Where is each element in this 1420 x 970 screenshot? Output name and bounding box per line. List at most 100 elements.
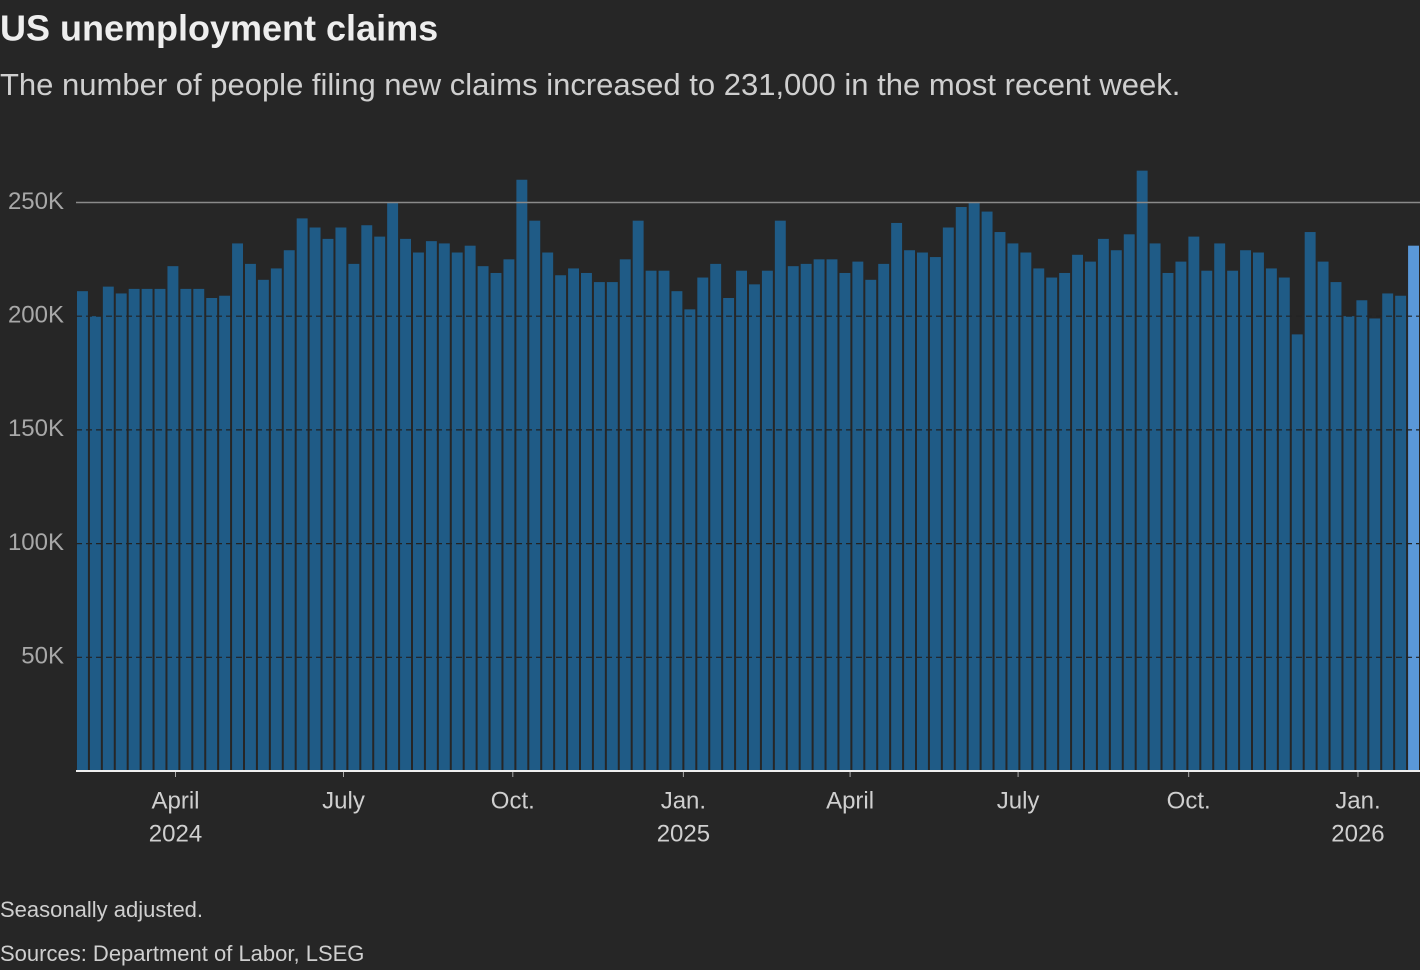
bar: [878, 263, 890, 771]
x-tick-label: Oct.: [1167, 787, 1211, 814]
bar: [710, 263, 722, 771]
bar: [749, 284, 760, 771]
bar: [296, 218, 308, 771]
bar: [1175, 261, 1187, 771]
bar: [529, 220, 541, 771]
bar: [1072, 254, 1083, 772]
bar: [865, 279, 877, 771]
x-year-label: 2026: [1331, 820, 1384, 847]
bar: [658, 270, 670, 771]
bar: [852, 261, 864, 771]
bar: [1123, 234, 1135, 772]
x-tick-label: July: [322, 787, 365, 814]
bar: [723, 297, 735, 771]
bar: [697, 277, 709, 771]
bar: [555, 275, 567, 771]
bar: [503, 259, 515, 771]
bar: [193, 288, 205, 771]
bar: [1188, 236, 1200, 771]
bar: [839, 272, 851, 771]
bar: [1408, 245, 1419, 771]
bar: [77, 291, 88, 771]
bar: [917, 252, 928, 771]
bar: [955, 207, 967, 771]
bar: [1162, 272, 1174, 771]
bar: [684, 309, 696, 771]
bar: [1330, 282, 1342, 771]
note: Seasonally adjusted.: [0, 897, 203, 922]
bar: [425, 241, 437, 771]
bar: [374, 236, 386, 771]
y-tick-label: 200K: [8, 302, 64, 329]
bar: [736, 270, 747, 771]
bar: [1136, 170, 1148, 772]
bar: [477, 266, 489, 771]
bar: [981, 211, 993, 772]
bar: [1253, 252, 1264, 771]
bar: [1007, 243, 1019, 772]
bar: [632, 220, 644, 771]
bar: [206, 297, 218, 771]
bar: [645, 270, 657, 771]
y-tick-label: 50K: [21, 643, 64, 670]
chart-subtitle: The number of people filing new claims i…: [0, 67, 1180, 102]
source: Sources: Department of Labor, LSEG: [0, 941, 364, 966]
bar: [232, 243, 243, 772]
bar: [568, 268, 579, 771]
bar: [1278, 277, 1290, 771]
bar: [1369, 318, 1381, 771]
x-year-label: 2024: [149, 820, 202, 847]
bar: [1149, 243, 1161, 772]
bar: [1291, 334, 1303, 771]
x-tick-label: July: [997, 787, 1040, 814]
bar: [154, 288, 166, 771]
bar: [167, 266, 179, 771]
x-tick-label: April: [826, 787, 874, 814]
bar: [581, 272, 592, 771]
bar: [270, 268, 282, 771]
bar: [1227, 270, 1239, 771]
bar: [761, 270, 773, 771]
bar: [942, 227, 954, 772]
bar: [826, 259, 838, 771]
bar: [1085, 261, 1096, 771]
bar: [219, 295, 231, 771]
bar: [451, 252, 463, 771]
bar: [593, 282, 605, 771]
bar: [542, 252, 554, 771]
bar: [968, 202, 980, 772]
y-tick-label: 250K: [8, 188, 64, 215]
bar: [904, 250, 915, 771]
x-year-label: 2025: [657, 820, 710, 847]
x-tick-label: Jan.: [661, 787, 706, 814]
bar: [464, 245, 476, 771]
bar: [813, 259, 825, 771]
bar: [1059, 272, 1071, 771]
bar: [1020, 252, 1032, 771]
bar: [102, 286, 114, 771]
bar: [1097, 238, 1109, 771]
bar: [671, 291, 683, 771]
bar: [1110, 250, 1122, 771]
bar: [1382, 293, 1394, 771]
x-tick-label: Jan.: [1335, 787, 1380, 814]
bar: [619, 259, 631, 771]
bar: [115, 293, 127, 771]
bar: [1356, 300, 1368, 771]
bar: [606, 282, 618, 771]
bar: [516, 179, 528, 772]
bar: [283, 250, 295, 771]
bar: [400, 238, 411, 771]
bar: [89, 316, 101, 771]
bar: [787, 266, 799, 771]
y-tick-label: 150K: [8, 415, 64, 442]
bar: [929, 257, 941, 771]
bar: [387, 202, 399, 772]
bar: [1395, 295, 1407, 771]
bar: [1265, 268, 1277, 771]
bar: [335, 227, 347, 772]
bar: [309, 227, 321, 772]
bar: [891, 222, 903, 772]
